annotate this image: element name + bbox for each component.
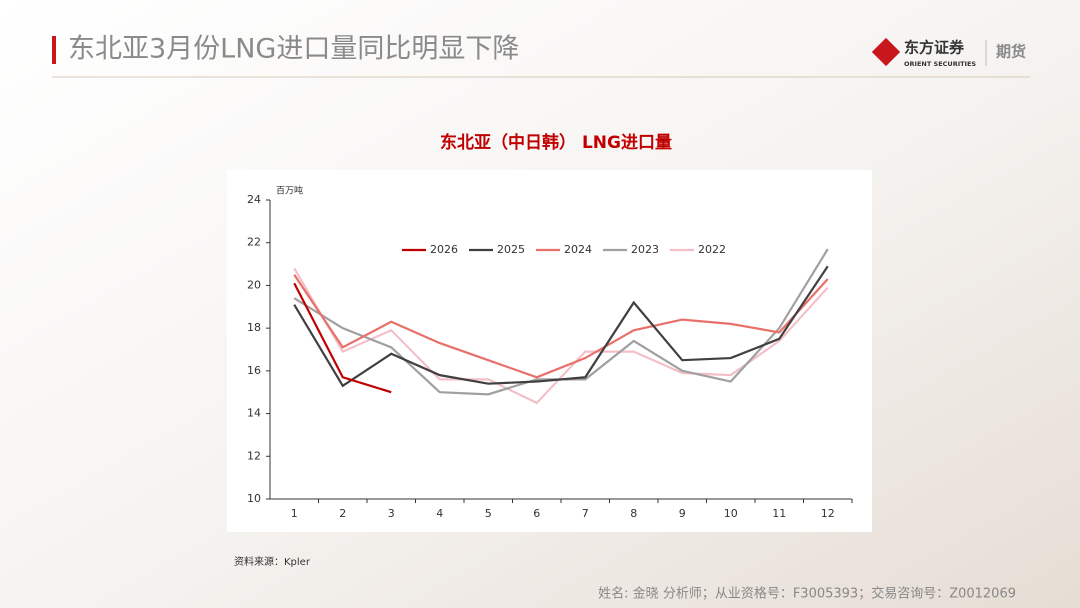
division: 期货	[996, 43, 1026, 61]
x-tick-label: 4	[436, 507, 443, 520]
x-tick-label: 8	[630, 507, 637, 520]
legend-label: 2026	[430, 243, 458, 256]
y-tick-label: 16	[247, 364, 261, 377]
x-tick-label: 6	[533, 507, 540, 520]
chart-title: 东北亚（中日韩） LNG进口量	[440, 132, 672, 153]
y-tick-label: 18	[247, 321, 261, 334]
x-tick-label: 2	[339, 507, 346, 520]
x-tick-label: 7	[582, 507, 589, 520]
title-accent	[52, 36, 56, 64]
series-line	[293, 267, 829, 405]
logo-icon	[871, 37, 901, 67]
legend-label: 2025	[497, 243, 525, 256]
series-line	[293, 282, 392, 394]
y-tick-label: 12	[247, 449, 261, 462]
series-line	[293, 274, 829, 379]
footer: 姓名: 金晓 分析师；从业资格号：F3005393；交易咨询号：Z0012069	[598, 586, 1016, 602]
y-unit: 百万吨	[276, 185, 303, 197]
logo-en: ORIENT SECURITIES	[904, 60, 976, 68]
y-tick-label: 14	[247, 407, 261, 420]
x-tick-label: 3	[388, 507, 395, 520]
logo-text: 东方证券	[904, 39, 965, 57]
x-tick-label: 1	[291, 507, 298, 520]
y-tick-label: 20	[247, 278, 261, 291]
series-line	[293, 265, 829, 388]
legend-label: 2024	[564, 243, 592, 256]
y-tick-label: 22	[247, 236, 261, 249]
slide-title: 东北亚3月份LNG进口量同比明显下降	[68, 34, 519, 65]
source: 资料来源：Kpler	[234, 555, 311, 568]
x-tick-label: 12	[821, 507, 835, 520]
y-tick-label: 10	[247, 492, 261, 505]
logo: 东方证券 ORIENT SECURITIES 期货	[871, 37, 1026, 68]
legend-label: 2022	[698, 243, 726, 256]
y-tick-label: 24	[247, 193, 261, 206]
x-tick-label: 9	[679, 507, 686, 520]
x-tick-label: 10	[724, 507, 738, 520]
chart-panel	[227, 170, 872, 532]
x-tick-label: 11	[772, 507, 786, 520]
x-tick-label: 5	[485, 507, 492, 520]
legend-label: 2023	[631, 243, 659, 256]
